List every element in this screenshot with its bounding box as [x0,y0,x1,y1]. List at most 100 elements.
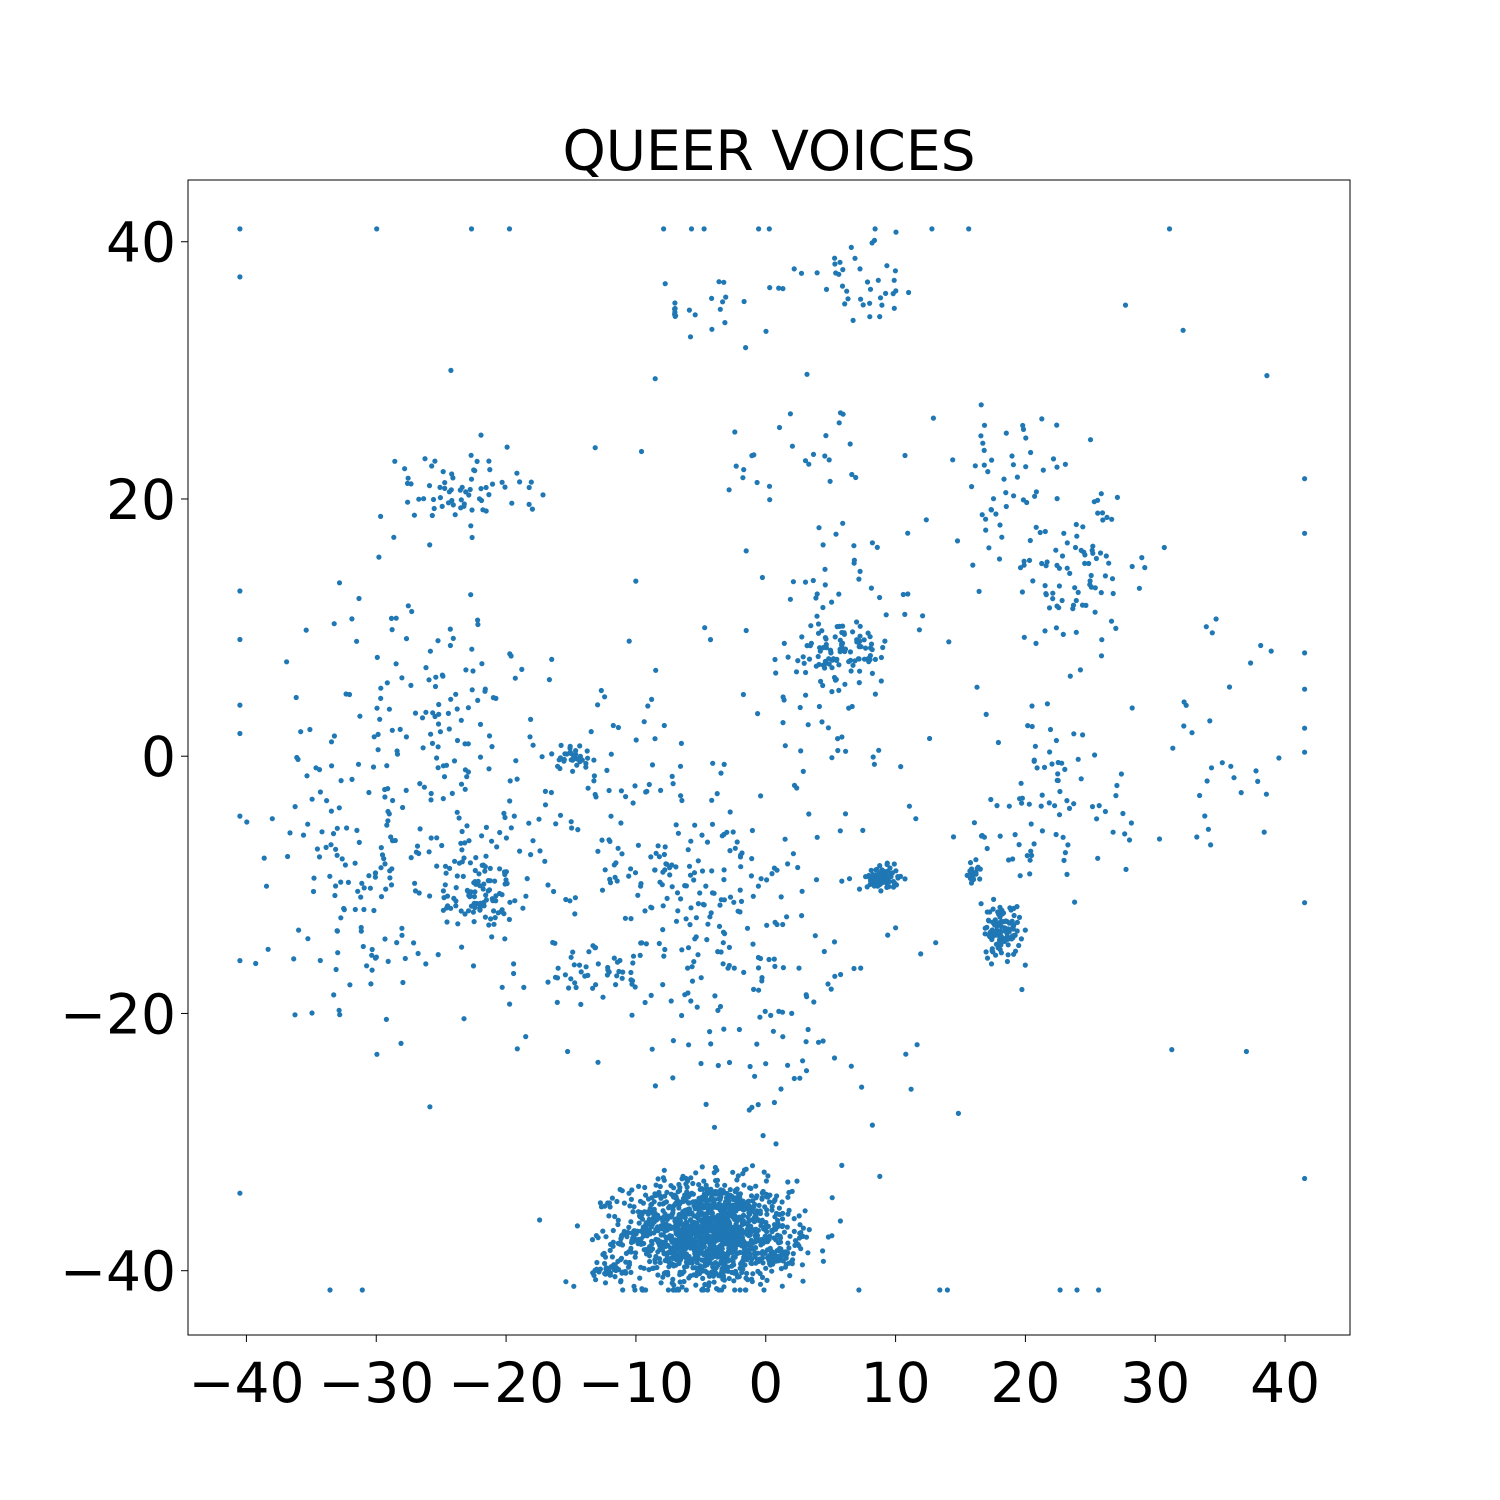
data-point [720,299,726,305]
data-point [806,656,813,662]
data-point [670,1075,676,1081]
data-point [331,621,337,627]
data-point [1012,832,1018,838]
data-point [1030,578,1036,584]
data-point [486,733,493,739]
data-point [497,866,503,872]
data-point [427,648,433,654]
data-point [483,853,489,859]
data-point [688,838,694,844]
data-point [342,862,348,868]
data-point [349,616,355,622]
data-point [836,271,842,277]
data-point [331,733,337,739]
data-point [427,1104,433,1110]
data-point [760,1188,766,1195]
data-point [652,867,658,873]
data-point [419,715,426,721]
data-point [741,1240,747,1247]
data-point [700,1275,706,1281]
data-point [791,266,797,272]
data-point [741,467,747,473]
data-point [648,904,654,910]
data-point [771,1099,778,1106]
data-point [316,854,323,860]
data-point [1034,765,1040,771]
data-point [1123,866,1129,873]
data-point [632,870,639,876]
data-point [697,1226,703,1232]
data-point [820,1248,826,1254]
data-point [606,1200,613,1206]
data-point [749,1104,755,1110]
data-point [468,452,474,458]
data-point [371,907,377,914]
data-point [727,1187,733,1193]
data-point [884,263,890,269]
data-point [703,883,709,889]
data-point [478,497,485,504]
data-point [883,290,889,296]
data-point [479,661,485,667]
data-point [1205,826,1211,832]
data-point [753,1217,759,1223]
data-point [673,918,680,924]
data-point [468,523,474,529]
data-point [778,1086,784,1092]
data-point [508,825,514,831]
x-tick-label: 30 [1120,1351,1190,1415]
data-point [770,1028,777,1034]
data-point [791,1075,797,1082]
data-point [857,633,863,639]
data-point [595,848,601,854]
data-point [986,545,992,551]
data-point [842,646,849,652]
data-point [486,766,492,772]
data-point [890,878,897,885]
data-point [720,940,726,946]
data-point [805,1250,811,1256]
data-point [439,842,445,849]
data-point [1005,942,1011,948]
data-point [869,540,876,546]
data-point [906,803,913,809]
data-point [1054,562,1060,569]
data-point [708,1191,715,1197]
data-point [829,1195,835,1201]
data-point [971,820,978,826]
data-point [478,486,484,492]
data-point [237,226,243,232]
data-point [440,796,446,802]
data-point [983,516,989,522]
data-point [1062,850,1068,856]
plot-area-frame [187,179,1351,1336]
data-point [769,1203,775,1210]
data-point [845,296,851,302]
data-point [657,1260,663,1266]
data-point [667,872,673,878]
data-point [1088,572,1094,579]
data-point [537,1217,543,1223]
data-point [464,887,470,893]
data-point [699,832,705,838]
data-point [1010,462,1017,468]
data-point [1016,842,1022,848]
data-point [1027,537,1033,544]
data-point [876,747,882,753]
data-point [1075,756,1081,762]
data-point [848,668,854,674]
data-point [996,556,1003,562]
data-point [563,1279,569,1285]
data-point [902,452,908,459]
data-point [490,695,496,701]
data-point [725,1228,732,1234]
data-point [701,1238,707,1244]
data-point [328,808,334,814]
data-point [574,1223,581,1229]
data-point [790,1251,796,1257]
data-point [1050,590,1056,596]
data-point [585,785,591,791]
data-point [378,865,384,871]
data-point [546,677,553,683]
data-point [860,302,866,308]
